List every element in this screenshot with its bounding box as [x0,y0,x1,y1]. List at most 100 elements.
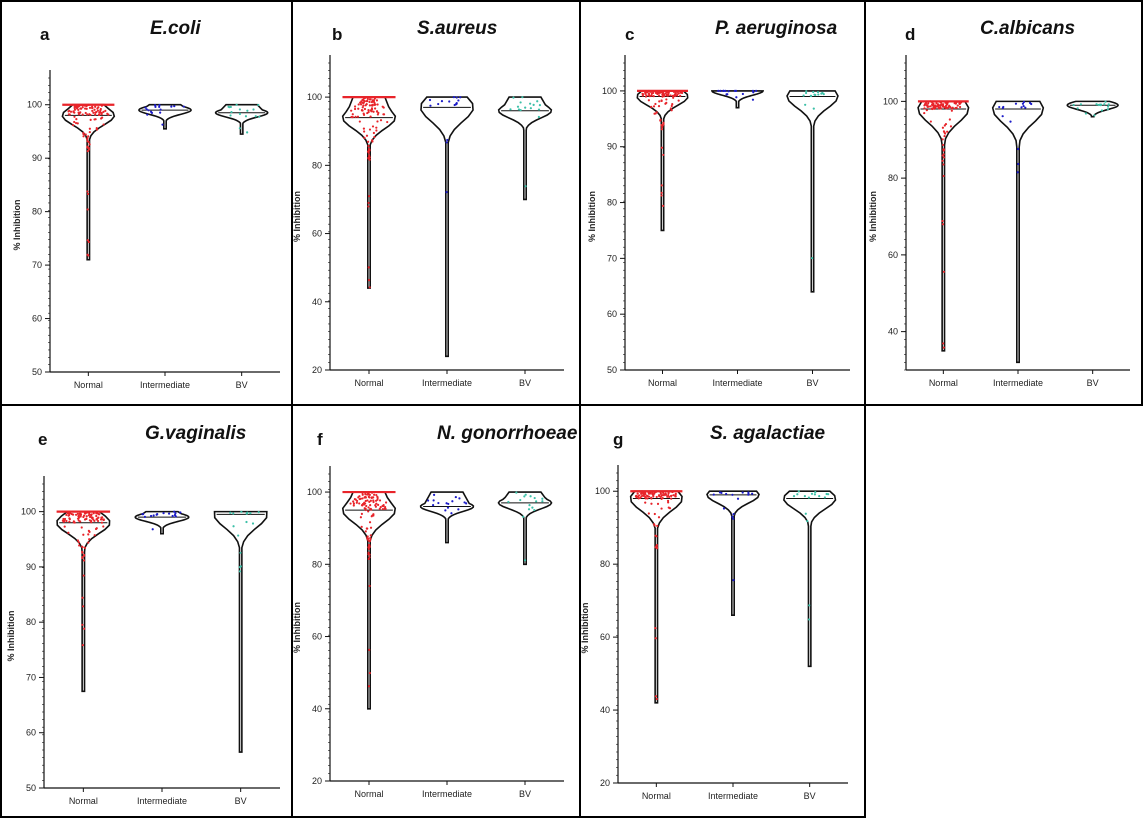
data-point [92,518,95,521]
data-point [239,551,242,554]
data-point [245,512,249,515]
data-point [507,500,510,504]
data-point [652,105,656,108]
y-axis-label: % Inhibition [868,191,878,242]
data-point [731,515,734,518]
x-tick-label: Intermediate [993,378,1043,388]
data-point [932,106,935,109]
panel-letter: f [317,430,323,449]
data-point [636,492,639,495]
data-point [67,514,70,517]
data-point [670,494,673,497]
data-point [372,513,375,516]
data-point [72,124,75,127]
data-point [65,519,68,523]
data-point [69,110,73,113]
data-point [63,525,66,528]
data-point [674,91,677,95]
data-point [368,154,371,157]
data-point [654,534,657,537]
y-tick-label: 60 [312,632,322,642]
data-point [948,118,951,121]
violin-intermediate [991,100,1045,364]
data-point [936,105,939,108]
panel-c: c P. aeruginosa 50 60 70 80 90 100 % Inhibition N… [580,0,865,405]
data-point [229,511,232,514]
data-point [354,498,357,501]
data-point [937,107,940,110]
data-point [636,495,639,498]
violin-normal [61,103,116,261]
data-point [235,103,238,106]
x-tick-label: BV [519,789,531,799]
data-point [529,102,532,105]
data-point [368,286,371,289]
points-bv [507,491,544,562]
data-point [722,507,726,510]
data-point [519,109,522,112]
data-point [77,541,80,544]
data-point [657,94,661,97]
data-point [83,546,87,549]
data-point [454,495,457,499]
data-point [645,94,648,97]
data-point [379,506,382,509]
data-point [78,112,81,115]
frame-right-top [1141,0,1143,406]
data-point [376,120,379,123]
data-point [100,516,103,519]
data-point [448,100,451,103]
data-point [1106,105,1110,108]
data-point [369,499,372,502]
y-tick-label: 100 [27,100,42,110]
data-point [76,539,79,542]
data-point [369,534,372,537]
data-point [254,115,257,118]
data-point [675,94,679,97]
data-point [796,493,799,496]
data-point [350,115,353,119]
data-point [808,604,811,607]
chart-g-svg: g S. agalactiae 20 40 60 80 100 % Inhibition Nor… [580,423,848,801]
data-point [532,103,535,106]
data-point [378,499,382,502]
y-axis-label: % Inhibition [6,611,16,662]
data-point [79,513,83,516]
data-point [361,497,364,500]
data-point [95,512,98,515]
y-tick-label: 90 [26,562,36,572]
data-point [1079,103,1083,106]
data-point [941,138,944,141]
data-point [1014,102,1018,105]
data-point [541,500,544,503]
data-point [661,125,664,128]
data-point [660,128,663,131]
data-point [357,103,360,106]
data-point [359,516,362,519]
chart-f-svg: f N. gonorrhoeae 20 40 60 80 100 % Inhibition No… [292,423,578,799]
data-point [1106,108,1109,111]
data-point [369,526,373,529]
data-point [671,103,674,106]
x-tick-label: Normal [354,789,383,799]
data-point [660,146,664,149]
data-point [97,513,100,516]
data-point [1001,106,1004,110]
data-point [88,106,92,109]
data-point [662,122,665,125]
data-point [1028,101,1032,104]
data-point [367,506,370,509]
data-point [90,521,93,524]
data-point [667,506,670,509]
data-point [659,492,662,495]
data-point [1022,104,1025,108]
data-point [84,133,87,136]
data-point [943,135,946,138]
data-point [364,499,367,503]
x-tick-label: Normal [69,796,98,806]
data-point [372,496,375,499]
data-point [62,520,65,523]
panel-letter: a [40,25,50,44]
data-point [803,495,806,498]
data-point [361,106,364,109]
